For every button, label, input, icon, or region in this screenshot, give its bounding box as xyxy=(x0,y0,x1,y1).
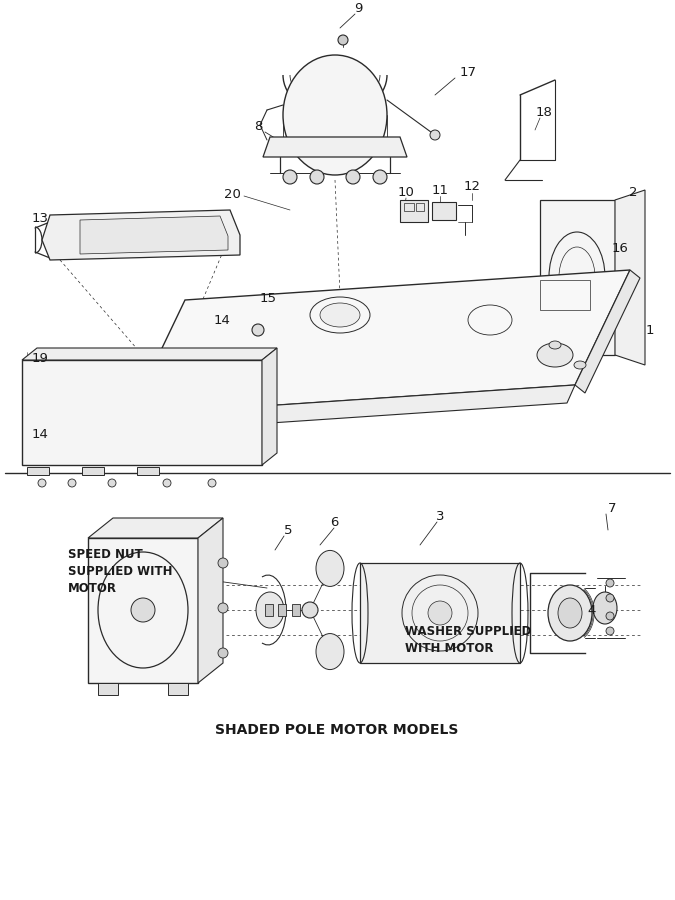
Ellipse shape xyxy=(549,341,561,349)
Text: 5: 5 xyxy=(284,524,292,536)
Text: 19: 19 xyxy=(32,352,49,365)
Ellipse shape xyxy=(302,602,318,618)
Text: 10: 10 xyxy=(398,185,414,199)
Polygon shape xyxy=(360,563,520,663)
Ellipse shape xyxy=(373,170,387,184)
Bar xyxy=(416,203,424,211)
Text: 14: 14 xyxy=(213,313,230,327)
Text: 3: 3 xyxy=(436,509,444,523)
Polygon shape xyxy=(540,200,615,355)
Ellipse shape xyxy=(108,479,116,487)
Text: 11: 11 xyxy=(431,184,448,196)
Ellipse shape xyxy=(606,627,614,635)
Ellipse shape xyxy=(310,170,324,184)
Ellipse shape xyxy=(338,35,348,45)
Ellipse shape xyxy=(218,603,228,613)
Text: SHADED POLE MOTOR MODELS: SHADED POLE MOTOR MODELS xyxy=(215,723,459,737)
Bar xyxy=(278,604,286,616)
Ellipse shape xyxy=(163,479,171,487)
Polygon shape xyxy=(22,360,262,465)
Bar xyxy=(98,683,118,695)
Text: 14: 14 xyxy=(32,428,49,442)
Text: 13: 13 xyxy=(32,212,49,224)
Ellipse shape xyxy=(606,579,614,587)
Bar xyxy=(168,683,188,695)
Polygon shape xyxy=(615,190,645,365)
Bar xyxy=(27,467,49,475)
Ellipse shape xyxy=(256,592,284,628)
Text: 18: 18 xyxy=(535,105,552,119)
Polygon shape xyxy=(575,270,640,393)
Text: WASHER SUPPLIED
WITH MOTOR: WASHER SUPPLIED WITH MOTOR xyxy=(405,625,531,655)
Ellipse shape xyxy=(537,343,573,367)
Ellipse shape xyxy=(252,324,264,336)
Ellipse shape xyxy=(593,592,617,624)
Polygon shape xyxy=(80,216,228,254)
Ellipse shape xyxy=(38,479,46,487)
Text: SPEED NUT
SUPPLIED WITH
MOTOR: SPEED NUT SUPPLIED WITH MOTOR xyxy=(68,548,173,595)
Ellipse shape xyxy=(606,594,614,602)
Bar xyxy=(292,604,300,616)
Ellipse shape xyxy=(283,170,297,184)
Polygon shape xyxy=(130,270,630,415)
Ellipse shape xyxy=(208,479,216,487)
Ellipse shape xyxy=(218,558,228,568)
Text: 17: 17 xyxy=(460,66,477,78)
Text: 8: 8 xyxy=(254,121,262,133)
Ellipse shape xyxy=(346,170,360,184)
Ellipse shape xyxy=(558,598,582,628)
Bar xyxy=(540,280,590,310)
Polygon shape xyxy=(262,348,277,465)
Bar xyxy=(137,467,159,475)
Text: 16: 16 xyxy=(612,241,628,255)
Polygon shape xyxy=(88,538,198,683)
Bar xyxy=(400,200,428,222)
Ellipse shape xyxy=(131,598,155,622)
Polygon shape xyxy=(42,210,240,260)
Text: 4: 4 xyxy=(588,604,596,617)
Text: 20: 20 xyxy=(223,188,240,202)
Bar xyxy=(265,604,273,616)
Polygon shape xyxy=(263,137,407,157)
Ellipse shape xyxy=(320,303,360,327)
Text: 2: 2 xyxy=(628,185,637,199)
Bar xyxy=(82,467,104,475)
Polygon shape xyxy=(22,348,277,360)
Ellipse shape xyxy=(316,551,344,587)
Bar xyxy=(432,202,456,220)
Text: 9: 9 xyxy=(354,3,362,15)
Ellipse shape xyxy=(430,130,440,140)
Text: 1: 1 xyxy=(646,323,654,337)
Ellipse shape xyxy=(574,361,586,369)
Ellipse shape xyxy=(218,648,228,658)
Polygon shape xyxy=(122,385,575,433)
Text: 12: 12 xyxy=(464,181,481,194)
Text: 7: 7 xyxy=(608,501,616,515)
Ellipse shape xyxy=(209,371,221,379)
Ellipse shape xyxy=(548,585,592,641)
Ellipse shape xyxy=(68,479,76,487)
Text: 15: 15 xyxy=(259,292,277,304)
Ellipse shape xyxy=(316,634,344,670)
Bar xyxy=(404,203,414,211)
Polygon shape xyxy=(198,518,223,683)
Text: 6: 6 xyxy=(330,516,338,528)
Ellipse shape xyxy=(606,612,614,620)
Ellipse shape xyxy=(428,601,452,625)
Polygon shape xyxy=(88,518,223,538)
Ellipse shape xyxy=(283,55,387,175)
